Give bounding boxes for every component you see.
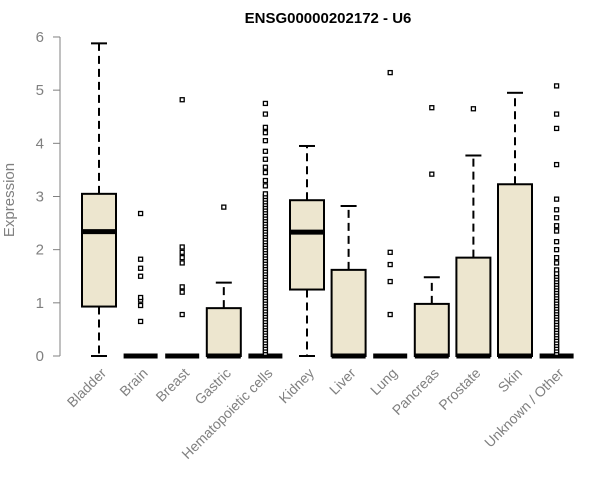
outlier-unknown-other-33 [553,254,560,261]
outlier-unknown-other-35 [553,239,560,245]
outlier-brain-0 [137,318,144,325]
outlier-hematopoietic-cells-63 [262,169,269,176]
box-hematopoietic-cells [248,100,283,359]
x-label-breast: Breast [152,365,192,405]
outlier-unknown-other-43 [553,111,560,117]
x-label-unknown-other: Unknown / Other [481,365,567,451]
box-rect-pancreas [413,302,450,358]
outlier-brain-6 [137,256,144,262]
outlier-breast-6 [179,244,185,250]
y-axis: 0 1 2 3 4 5 6 [36,29,61,365]
box-gastric [205,204,242,359]
outlier-unknown-other-39 [553,207,560,213]
outlier-hematopoietic-cells-64 [262,164,269,170]
box-rect-skin [497,183,533,357]
outlier-unknown-other-36 [553,228,560,234]
box-skin [497,91,533,359]
box-liver [330,205,367,359]
outlier-brain-7 [137,210,144,217]
x-label-prostate: Prostate [435,365,483,413]
x-label-lung: Lung [367,365,400,398]
outlier-brain-5 [137,265,144,271]
outlier-unknown-other-44 [553,83,560,89]
outlier-hematopoietic-cells-69 [262,124,269,131]
box-kidney [289,144,325,357]
chart-title: ENSG00000202172 - U6 [245,10,412,27]
outlier-unknown-other-31 [553,267,560,273]
outlier-breast-2 [179,284,185,290]
box-brain [123,210,158,359]
x-label-bladder: Bladder [64,365,110,411]
outlier-unknown-other-32 [553,260,560,266]
box-unknown-other [539,83,574,359]
y-tick-label-2: 2 [36,242,44,259]
outlier-hematopoietic-cells-62 [262,177,269,184]
outlier-gastric-0 [221,204,227,210]
y-tick-label-3: 3 [36,188,44,205]
outlier-hematopoietic-cells-60 [262,191,269,197]
boxes [81,42,574,359]
outlier-breast-0 [179,311,185,318]
outlier-hematopoietic-cells-61 [262,183,269,189]
outlier-unknown-other-34 [553,247,560,253]
y-axis-label: Expression [1,163,18,237]
outlier-pancreas-1 [429,105,435,111]
outlier-breast-4 [179,254,185,261]
outlier-unknown-other-38 [553,215,560,221]
outlier-lung-1 [387,278,393,285]
outlier-hematopoietic-cells-68 [262,130,269,136]
box-bladder [81,42,117,357]
outlier-brain-1 [137,302,144,309]
x-label-brain: Brain [116,365,150,399]
outlier-hematopoietic-cells-71 [262,100,269,107]
box-lung [373,69,408,359]
outlier-unknown-other-41 [553,161,560,168]
box-rect-bladder [81,192,117,308]
y-tick-label-1: 1 [36,295,44,312]
outlier-lung-0 [387,311,393,318]
outlier-lung-2 [387,261,393,268]
x-label-skin: Skin [495,365,526,396]
box-rect-kidney [289,199,325,291]
y-tick-label-0: 0 [36,348,44,365]
outlier-hematopoietic-cells-70 [262,111,269,117]
outlier-unknown-other-42 [553,125,560,132]
box-rect-gastric [205,307,242,358]
outlier-breast-3 [179,260,185,266]
outlier-lung-4 [387,69,393,76]
y-tick-label-6: 6 [36,29,44,46]
box-breast [165,97,200,359]
box-pancreas [413,105,450,359]
outlier-unknown-other-40 [553,196,560,202]
x-label-liver: Liver [326,365,359,398]
box-prostate [455,106,492,359]
outlier-prostate-0 [470,106,477,112]
outlier-hematopoietic-cells-66 [262,148,269,154]
box-rect-prostate [455,256,492,357]
y-tick-label-4: 4 [36,135,44,152]
outlier-hematopoietic-cells-65 [262,156,269,162]
outlier-breast-1 [179,289,185,295]
outlier-brain-4 [137,273,144,279]
outlier-unknown-other-37 [553,223,560,229]
x-label-kidney: Kidney [276,365,318,407]
box-rect-liver [330,268,367,357]
outlier-breast-7 [179,97,185,103]
outlier-pancreas-0 [429,171,435,177]
outlier-brain-3 [137,294,144,301]
outlier-breast-5 [179,249,185,255]
outlier-hematopoietic-cells-67 [262,138,269,144]
y-tick-label-5: 5 [36,82,44,99]
outlier-lung-3 [387,249,393,255]
